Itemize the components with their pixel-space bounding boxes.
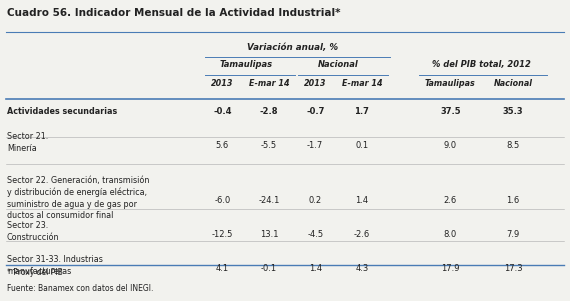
Text: Sector 22. Generación, transmisión
y distribución de energía eléctrica,
suminist: Sector 22. Generación, transmisión y dis…	[7, 176, 149, 220]
Text: 2013: 2013	[304, 79, 327, 88]
Text: 4.3: 4.3	[355, 264, 369, 273]
Text: -24.1: -24.1	[258, 196, 280, 205]
Text: -2.6: -2.6	[354, 230, 370, 239]
Text: Tamaulipas: Tamaulipas	[219, 60, 272, 69]
Text: Sector 23.
Construcción: Sector 23. Construcción	[7, 221, 59, 242]
Text: 17.9: 17.9	[441, 264, 459, 273]
Text: 2013: 2013	[211, 79, 234, 88]
Text: 35.3: 35.3	[503, 107, 523, 116]
Text: 1.4: 1.4	[355, 196, 369, 205]
Text: Sector 21.
Minería: Sector 21. Minería	[7, 132, 48, 153]
Text: 1.4: 1.4	[308, 264, 322, 273]
Text: -6.0: -6.0	[214, 196, 230, 205]
Text: -0.1: -0.1	[261, 264, 277, 273]
Text: 37.5: 37.5	[440, 107, 461, 116]
Text: -5.5: -5.5	[261, 141, 277, 150]
Text: 1.6: 1.6	[506, 196, 520, 205]
Text: 2.6: 2.6	[443, 196, 457, 205]
Text: E-mar 14: E-mar 14	[249, 79, 290, 88]
Text: Variación anual, %: Variación anual, %	[247, 43, 337, 52]
Text: Nacional: Nacional	[494, 79, 532, 88]
Text: -1.7: -1.7	[307, 141, 323, 150]
Text: Actividades secundarias: Actividades secundarias	[7, 107, 117, 116]
Text: E-mar 14: E-mar 14	[341, 79, 382, 88]
Text: -4.5: -4.5	[307, 230, 323, 239]
Text: 0.1: 0.1	[355, 141, 369, 150]
Text: Tamaulipas: Tamaulipas	[425, 79, 476, 88]
Text: Nacional: Nacional	[318, 60, 359, 69]
Text: -0.4: -0.4	[213, 107, 231, 116]
Text: % del PIB total, 2012: % del PIB total, 2012	[432, 60, 531, 69]
Text: 9.0: 9.0	[443, 141, 457, 150]
Text: * Proxy del PIB: * Proxy del PIB	[7, 268, 63, 278]
Text: 5.6: 5.6	[215, 141, 229, 150]
Text: -12.5: -12.5	[211, 230, 233, 239]
Text: 8.5: 8.5	[506, 141, 520, 150]
Text: Fuente: Banamex con datos del INEGI.: Fuente: Banamex con datos del INEGI.	[7, 284, 153, 293]
Text: 0.2: 0.2	[308, 196, 322, 205]
Text: Sector 31-33. Industrias
manufactureras: Sector 31-33. Industrias manufactureras	[7, 255, 103, 276]
Text: 8.0: 8.0	[443, 230, 457, 239]
Text: 7.9: 7.9	[506, 230, 520, 239]
Text: 4.1: 4.1	[215, 264, 229, 273]
Text: Cuadro 56. Indicador Mensual de la Actividad Industrial*: Cuadro 56. Indicador Mensual de la Activ…	[7, 8, 340, 17]
Text: 1.7: 1.7	[355, 107, 369, 116]
Text: -0.7: -0.7	[306, 107, 324, 116]
Text: 13.1: 13.1	[260, 230, 278, 239]
Text: -2.8: -2.8	[260, 107, 278, 116]
Text: 17.3: 17.3	[504, 264, 522, 273]
